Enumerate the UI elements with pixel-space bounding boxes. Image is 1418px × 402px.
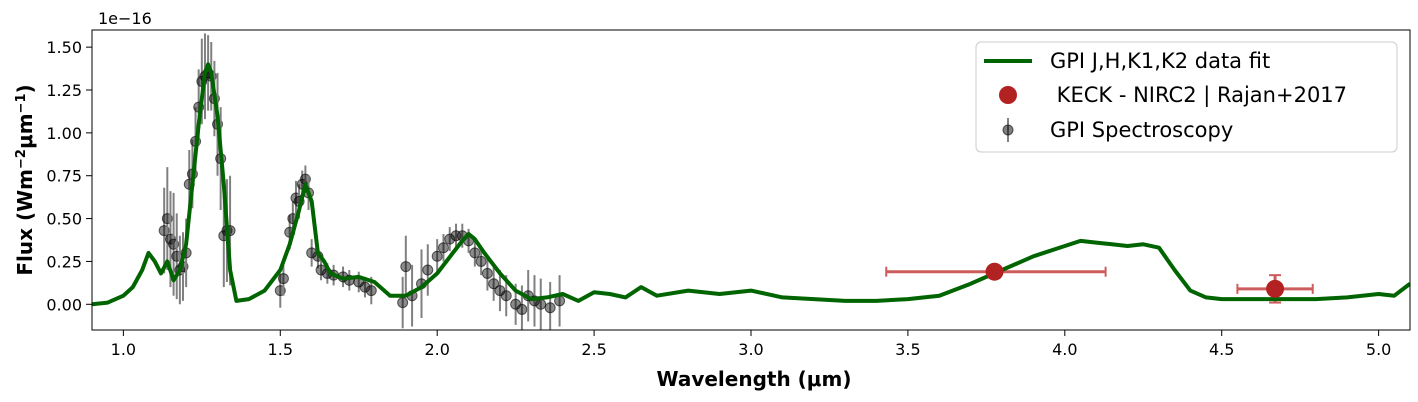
legend-fit-label: GPI J,H,K1,K2 data fit xyxy=(1050,49,1270,73)
gpi-point xyxy=(469,247,481,259)
plot-area xyxy=(91,29,1411,331)
y-tick-label: 0.25 xyxy=(46,252,82,271)
gpi-point xyxy=(488,278,500,290)
gpi-point xyxy=(315,264,327,276)
x-axis: 1.0 1.5 2.0 2.5 3.0 3.5 4.0 4.5 5.0 xyxy=(111,330,1391,359)
keck-markers xyxy=(985,262,1285,298)
gpi-point xyxy=(431,250,443,262)
x-tick-label: 4.5 xyxy=(1209,340,1234,359)
gpi-point xyxy=(500,290,512,302)
gpi-spectroscopy-series xyxy=(158,33,566,330)
gpi-point xyxy=(475,255,487,267)
legend: GPI J,H,K1,K2 data fit KECK - NIRC2 | Ra… xyxy=(975,41,1398,153)
legend-gpi-label: GPI Spectroscopy xyxy=(1050,118,1233,142)
legend-gpi-swatch-point xyxy=(1002,124,1014,136)
y-tick-label: 1.00 xyxy=(46,124,82,143)
gpi-point xyxy=(481,267,493,279)
gpi-point xyxy=(359,281,371,293)
gpi-point xyxy=(397,297,409,309)
y-tick-label: 1.50 xyxy=(46,38,82,57)
keck-point xyxy=(1266,279,1285,298)
gpi-point xyxy=(277,273,289,285)
gpi-point xyxy=(544,302,556,314)
keck-point xyxy=(985,262,1004,281)
x-tick-label: 3.5 xyxy=(895,340,920,359)
gpi-point xyxy=(422,264,434,276)
y-axis: 0.00 0.25 0.50 0.75 1.00 1.25 1.50 xyxy=(46,38,92,314)
gpi-point xyxy=(444,233,456,245)
gpi-point xyxy=(400,261,412,273)
x-tick-label: 1.0 xyxy=(111,340,136,359)
y-tick-label: 1.25 xyxy=(46,81,82,100)
gpi-point xyxy=(535,298,547,310)
x-tick-label: 1.5 xyxy=(268,340,293,359)
y-tick-label: 0.00 xyxy=(46,295,82,314)
fit-line xyxy=(92,62,1410,307)
gpi-point xyxy=(365,285,377,297)
y-offset-text: 1e−16 xyxy=(98,9,152,28)
x-tick-label: 2.0 xyxy=(424,340,449,359)
x-tick-label: 5.0 xyxy=(1366,340,1391,359)
y-tick-label: 0.50 xyxy=(46,210,82,229)
x-tick-label: 3.0 xyxy=(738,340,763,359)
x-axis-label: Wavelength (μm) xyxy=(656,367,851,391)
y-axis-label: Flux (Wm−2μm−1) xyxy=(13,84,37,275)
legend-keck-label: KECK - NIRC2 | Rajan+2017 xyxy=(1050,83,1347,108)
legend-box xyxy=(975,41,1398,153)
x-tick-label: 4.0 xyxy=(1052,340,1077,359)
x-tick-label: 2.5 xyxy=(581,340,606,359)
gpi-point xyxy=(437,242,449,254)
gpi-point xyxy=(516,303,528,315)
y-tick-label: 0.75 xyxy=(46,167,82,186)
legend-keck-swatch xyxy=(999,86,1017,104)
